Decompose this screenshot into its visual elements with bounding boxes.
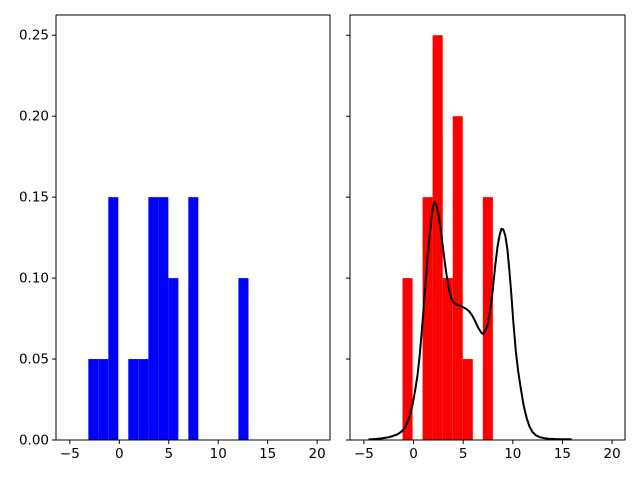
histogram-bar bbox=[158, 197, 169, 440]
kde-curve bbox=[368, 201, 572, 441]
histogram-bar bbox=[452, 116, 463, 440]
histogram-bar bbox=[168, 278, 179, 440]
histogram-bar bbox=[238, 278, 249, 440]
y-tick-label: 0.25 bbox=[19, 28, 49, 44]
histogram-bar bbox=[98, 359, 109, 440]
histogram-bar bbox=[442, 278, 453, 440]
x-tick-label: 15 bbox=[554, 446, 571, 462]
x-tick-label: 5 bbox=[164, 446, 173, 462]
y-tick-label: 0.10 bbox=[19, 271, 49, 287]
x-tick-label: 20 bbox=[603, 446, 620, 462]
histogram-bar bbox=[422, 197, 433, 440]
histogram-bar bbox=[88, 359, 99, 440]
y-tick-label: 0.20 bbox=[19, 109, 49, 125]
y-tick-label: 0.05 bbox=[19, 352, 49, 368]
histogram-bar bbox=[148, 197, 159, 440]
x-tick-label: 5 bbox=[459, 446, 468, 462]
x-tick-label: 10 bbox=[210, 446, 227, 462]
x-tick-label: 15 bbox=[259, 446, 276, 462]
x-tick-label: −5 bbox=[60, 446, 80, 462]
right-histogram-kde-subplot: −5 0 5 10 15 20 bbox=[346, 14, 626, 462]
histogram-bar bbox=[138, 359, 149, 440]
left-histogram-subplot: −5 0 5 10 15 20 0.00 0.05 0.10 0.15 0.20 0.25 bbox=[19, 14, 331, 462]
axes-spines bbox=[349, 14, 626, 441]
histogram-bar bbox=[188, 197, 199, 440]
histogram-bar bbox=[128, 359, 139, 440]
histogram-bar bbox=[462, 359, 473, 440]
y-tick-label: 0.00 bbox=[19, 433, 49, 449]
y-tick-label: 0.15 bbox=[19, 190, 49, 206]
x-tick-label: −5 bbox=[354, 446, 374, 462]
histogram-bar bbox=[108, 197, 119, 440]
histogram-bar bbox=[432, 35, 443, 441]
axes-spines bbox=[55, 14, 331, 441]
histogram-bar bbox=[402, 278, 413, 440]
x-tick-label: 0 bbox=[115, 446, 124, 462]
x-tick-label: 0 bbox=[409, 446, 418, 462]
x-tick-label: 10 bbox=[504, 446, 521, 462]
x-tick-label: 20 bbox=[309, 446, 326, 462]
